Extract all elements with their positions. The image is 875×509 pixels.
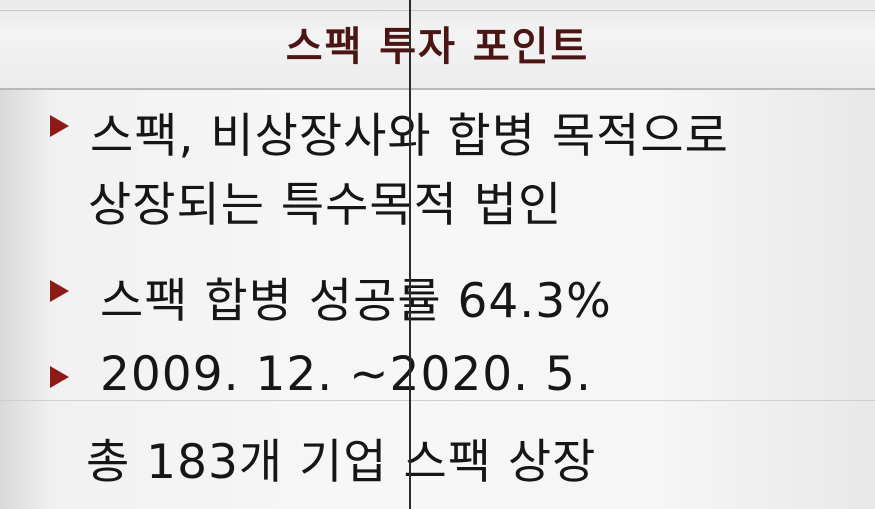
title-divider (0, 88, 875, 90)
bullet-triangle-icon (50, 115, 69, 137)
lower-rule (0, 400, 875, 401)
point-3-line-2: 총 183개 기업 스팩 상장 (86, 435, 597, 490)
title-bar: 스팩 투자 포인트 (0, 0, 875, 88)
bullet-triangle-icon (50, 280, 69, 302)
point-3-line-1: 2009. 12. ~2020. 5. (100, 347, 592, 402)
board-title: 스팩 투자 포인트 (285, 24, 590, 70)
bullet-triangle-icon (50, 366, 69, 388)
point-1-line-1: 스팩, 비상장사와 합병 목적으로 (90, 109, 729, 164)
point-1-line-2: 상장되는 특수목적 법인 (88, 178, 563, 233)
top-rule (0, 10, 875, 11)
vertical-divider (409, 0, 411, 509)
point-2-line-1: 스팩 합병 성공률 64.3% (100, 274, 612, 329)
